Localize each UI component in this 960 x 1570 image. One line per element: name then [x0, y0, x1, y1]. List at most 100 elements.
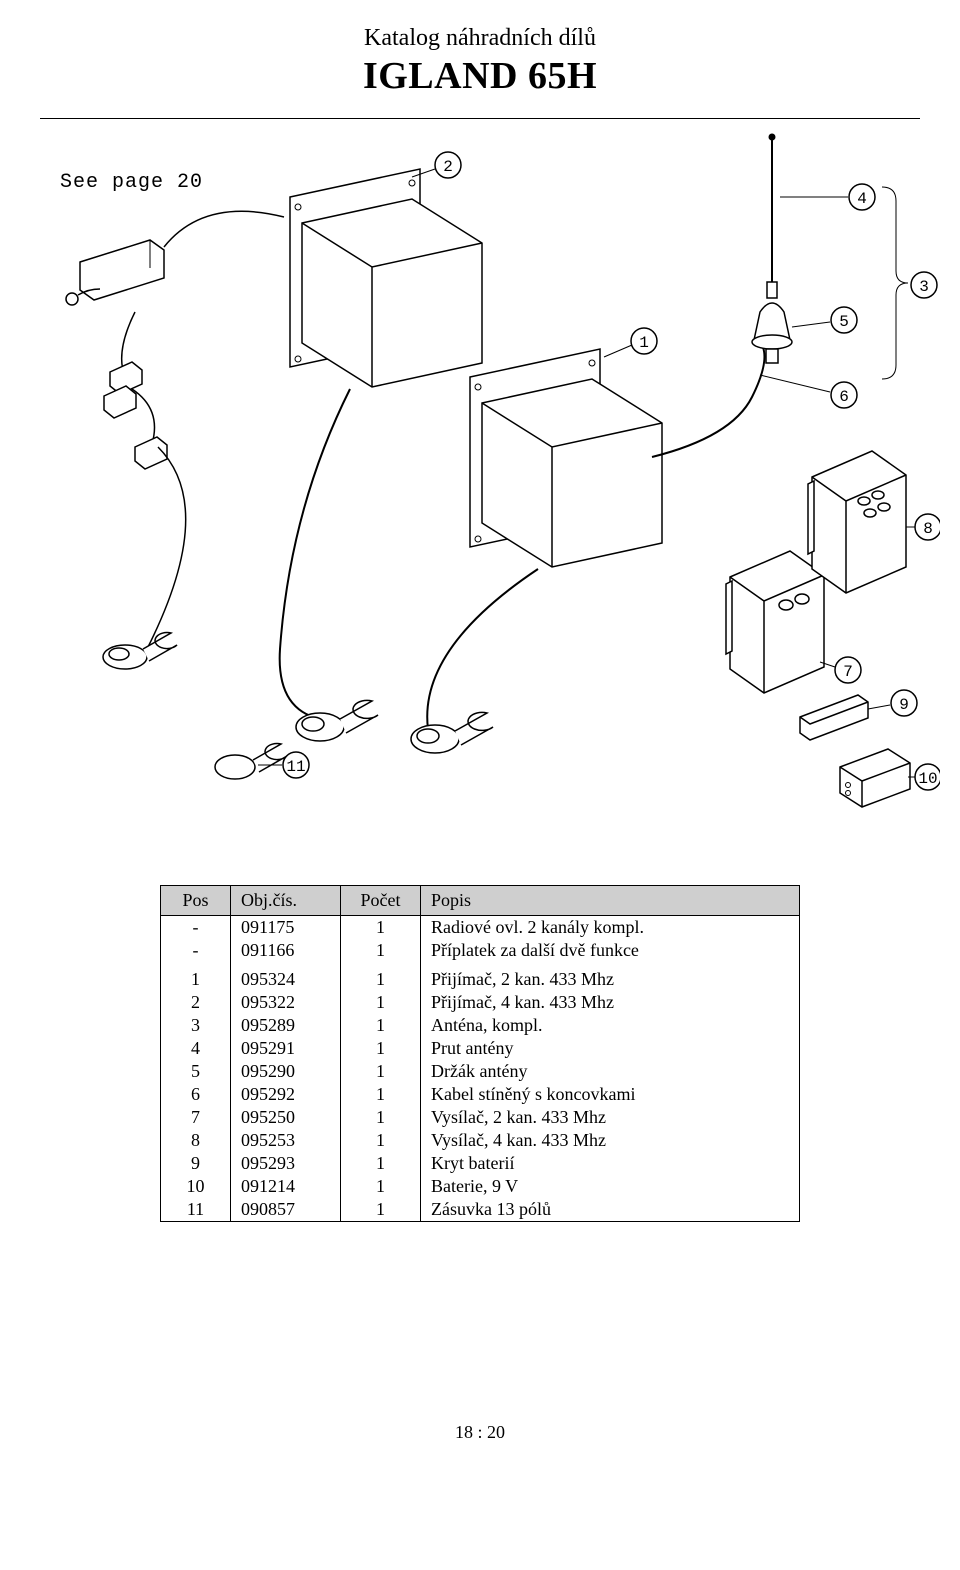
transmitter-4ch — [808, 451, 906, 593]
cell-obj: 090857 — [231, 1198, 341, 1222]
cell-count: 1 — [341, 939, 421, 962]
receiver-box-right — [411, 345, 764, 753]
cell-desc: Držák antény — [421, 1060, 800, 1083]
table-row: 10953241Přijímač, 2 kan. 433 Mhz — [161, 968, 800, 991]
see-page-label: See page 20 — [60, 171, 203, 194]
cell-pos: 10 — [161, 1175, 231, 1198]
cell-desc: Přijímač, 2 kan. 433 Mhz — [421, 968, 800, 991]
table-row: 60952921Kabel stíněný s koncovkami — [161, 1083, 800, 1106]
cell-obj: 091214 — [231, 1175, 341, 1198]
cell-count: 1 — [341, 1083, 421, 1106]
callout-7: 7 — [820, 657, 861, 683]
transmitter-2ch — [726, 551, 824, 693]
svg-text:2: 2 — [443, 158, 453, 176]
parts-header-row: Pos Obj.čís. Počet Popis — [161, 886, 800, 916]
battery-cover — [800, 695, 868, 740]
cell-count: 1 — [341, 991, 421, 1014]
cell-pos: 11 — [161, 1198, 231, 1222]
diagram-container: See page 20 — [40, 118, 920, 845]
cell-obj: 095291 — [231, 1037, 341, 1060]
cell-pos: 6 — [161, 1083, 231, 1106]
table-row: 100912141Baterie, 9 V — [161, 1175, 800, 1198]
receiver-box-left — [215, 169, 482, 779]
cell-pos: 3 — [161, 1014, 231, 1037]
cell-desc: Příplatek za další dvě funkce — [421, 939, 800, 962]
cell-count: 1 — [341, 1014, 421, 1037]
cell-obj: 095324 — [231, 968, 341, 991]
cell-desc: Baterie, 9 V — [421, 1175, 800, 1198]
cell-count: 1 — [341, 1175, 421, 1198]
callout-6: 6 — [760, 375, 857, 408]
parts-body: -0911751Radiové ovl. 2 kanály kompl.-091… — [161, 916, 800, 1222]
callout-3: 3 — [911, 272, 937, 298]
cell-desc: Přijímač, 4 kan. 433 Mhz — [421, 991, 800, 1014]
svg-text:1: 1 — [639, 334, 649, 352]
table-row: 110908571Zásuvka 13 pólů — [161, 1198, 800, 1222]
callout-4: 4 — [780, 184, 875, 210]
svg-text:10: 10 — [918, 770, 937, 788]
table-row: 80952531Vysílač, 4 kan. 433 Mhz — [161, 1129, 800, 1152]
table-row: 90952931Kryt baterií — [161, 1152, 800, 1175]
cell-pos: 1 — [161, 968, 231, 991]
cell-obj: 095289 — [231, 1014, 341, 1037]
cell-desc: Kabel stíněný s koncovkami — [421, 1083, 800, 1106]
svg-text:11: 11 — [286, 758, 305, 776]
cell-desc: Zásuvka 13 pólů — [421, 1198, 800, 1222]
cell-obj: 095253 — [231, 1129, 341, 1152]
cell-pos: 4 — [161, 1037, 231, 1060]
cell-count: 1 — [341, 1152, 421, 1175]
table-row: -0911661Příplatek za další dvě funkce — [161, 939, 800, 962]
svg-text:7: 7 — [843, 663, 853, 681]
svg-text:9: 9 — [899, 696, 909, 714]
catalog-subtitle: Katalog náhradních dílů — [40, 25, 920, 52]
parts-table: Pos Obj.čís. Počet Popis -0911751Radiové… — [160, 885, 800, 1222]
callout-10: 10 — [908, 764, 940, 790]
cell-obj: 091166 — [231, 939, 341, 962]
table-row: -0911751Radiové ovl. 2 kanály kompl. — [161, 916, 800, 940]
table-row: 50952901Držák antény — [161, 1060, 800, 1083]
cell-count: 1 — [341, 1037, 421, 1060]
cell-pos: - — [161, 939, 231, 962]
cell-count: 1 — [341, 968, 421, 991]
cell-desc: Vysílač, 2 kan. 433 Mhz — [421, 1106, 800, 1129]
cell-count: 1 — [341, 916, 421, 940]
col-count: Počet — [341, 886, 421, 916]
col-desc: Popis — [421, 886, 800, 916]
table-row: 20953221Přijímač, 4 kan. 433 Mhz — [161, 991, 800, 1014]
battery-9v — [840, 749, 910, 807]
exploded-diagram: See page 20 — [40, 127, 940, 827]
table-row: 40952911Prut antény — [161, 1037, 800, 1060]
table-row: 30952891Anténa, kompl. — [161, 1014, 800, 1037]
cell-obj: 095293 — [231, 1152, 341, 1175]
cell-count: 1 — [341, 1198, 421, 1222]
cell-desc: Radiové ovl. 2 kanály kompl. — [421, 916, 800, 940]
cell-pos: 9 — [161, 1152, 231, 1175]
cell-pos: 7 — [161, 1106, 231, 1129]
cell-pos: 5 — [161, 1060, 231, 1083]
col-obj: Obj.čís. — [231, 886, 341, 916]
table-row: 70952501Vysílač, 2 kan. 433 Mhz — [161, 1106, 800, 1129]
callout-9: 9 — [868, 690, 917, 716]
cell-obj: 095322 — [231, 991, 341, 1014]
svg-text:5: 5 — [839, 313, 849, 331]
callout-1: 1 — [604, 328, 657, 357]
cell-pos: 2 — [161, 991, 231, 1014]
cell-pos: 8 — [161, 1129, 231, 1152]
cell-desc: Kryt baterií — [421, 1152, 800, 1175]
cell-obj: 095292 — [231, 1083, 341, 1106]
cell-obj: 095250 — [231, 1106, 341, 1129]
callout-5: 5 — [792, 307, 857, 333]
cell-obj: 095290 — [231, 1060, 341, 1083]
svg-text:4: 4 — [857, 190, 867, 208]
cell-desc: Anténa, kompl. — [421, 1014, 800, 1037]
page-header: Katalog náhradních dílů IGLAND 65H — [40, 25, 920, 98]
antenna-assembly — [752, 134, 908, 379]
cell-pos: - — [161, 916, 231, 940]
callout-8: 8 — [906, 514, 940, 540]
page-footer: 18 : 20 — [40, 1422, 920, 1443]
left-harness — [66, 211, 284, 669]
callout-2: 2 — [412, 152, 461, 178]
cell-count: 1 — [341, 1129, 421, 1152]
cell-count: 1 — [341, 1106, 421, 1129]
cell-desc: Vysílač, 4 kan. 433 Mhz — [421, 1129, 800, 1152]
